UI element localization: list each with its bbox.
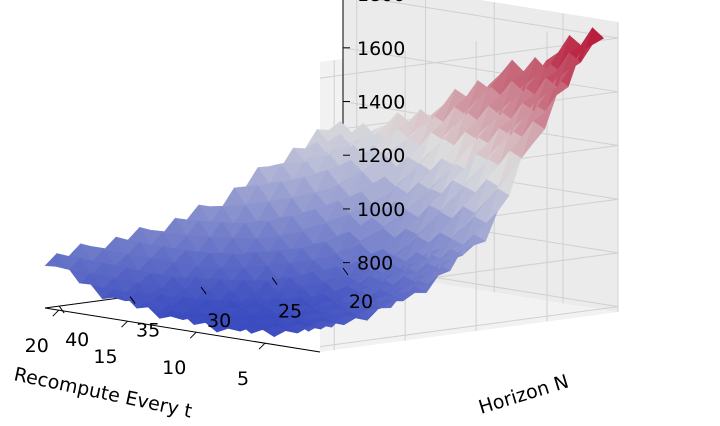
y-tick-label: 25 (278, 301, 302, 323)
x-tick-label: 10 (162, 357, 186, 379)
x-tick-label: 15 (93, 346, 117, 368)
x-tick-label: 20 (25, 335, 49, 357)
y-tick-mark (200, 286, 207, 295)
y-tick-label: 20 (349, 291, 373, 313)
x-tick-mark (121, 320, 128, 328)
z-tick-label: 1200 (357, 145, 405, 167)
surface (44, 27, 605, 338)
z-tick-label: 1600 (357, 38, 405, 60)
x-tick-mark (258, 342, 266, 350)
z-tick-label: 1000 (357, 199, 405, 221)
y-tick-mark (129, 296, 136, 304)
z-tick-label: 800 (357, 253, 393, 275)
tick-labels: 20 15 10 5 40 35 30 25 20 800 1000 1200 1400 1600 1800 (25, 0, 406, 390)
x-tick-mark (189, 331, 197, 339)
x-tick-mark (52, 309, 60, 317)
y-tick-label: 35 (136, 320, 160, 342)
x-axis-line (44, 307, 321, 353)
y-tick-mark (58, 305, 65, 314)
surface-facet (44, 253, 69, 270)
y-axis-label: Horizon N (476, 371, 571, 419)
y-tick-label: 40 (65, 329, 89, 351)
y-tick-mark (342, 267, 349, 276)
z-tick-label: 1800 (357, 0, 405, 6)
z-tick-label: 1400 (357, 92, 405, 114)
x-tick-label: 5 (237, 368, 249, 390)
y-tick-label: 30 (207, 310, 231, 332)
y-tick-mark (271, 277, 278, 285)
